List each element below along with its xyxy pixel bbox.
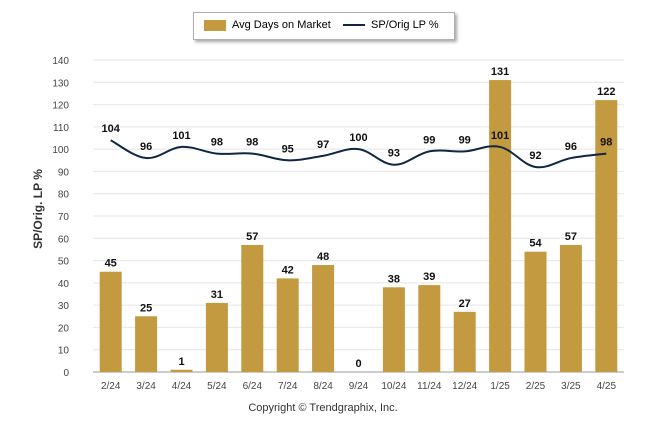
bar (489, 80, 512, 373)
line-data-label: 101 (491, 130, 509, 142)
line-data-label: 96 (140, 141, 152, 153)
x-tick-label: 3/25 (561, 381, 581, 392)
x-tick-label: 3/24 (136, 381, 156, 392)
line-data-label: 98 (600, 137, 612, 149)
bar-data-label: 122 (597, 86, 615, 98)
x-tick-label: 4/24 (172, 381, 192, 392)
bar-data-label: 42 (282, 264, 294, 276)
y-tick-label: 130 (52, 78, 69, 89)
bar (595, 100, 618, 372)
bar (276, 278, 299, 372)
line-data-label: 100 (349, 132, 367, 144)
line-data-label: 97 (317, 139, 329, 151)
line-data-label: 96 (565, 141, 577, 153)
line-data-label: 95 (282, 143, 294, 155)
x-tick-label: 6/24 (243, 381, 263, 392)
copyright: Copyright © Trendgraphix, Inc. (248, 402, 398, 414)
legend-item-line: SP/Orig LP % (343, 19, 439, 31)
y-tick-label: 50 (58, 257, 70, 268)
bar (241, 244, 264, 372)
bar-data-label: 131 (491, 66, 509, 78)
y-tick-label: 40 (58, 279, 70, 290)
x-tick-label: 4/25 (597, 381, 617, 392)
line-data-label: 93 (388, 148, 400, 160)
bar-data-label: 39 (423, 271, 435, 283)
legend-line-swatch (343, 24, 365, 26)
x-tick-label: 2/25 (526, 381, 546, 392)
bar-data-label: 1 (178, 356, 184, 368)
x-tick-label: 12/24 (452, 381, 477, 392)
y-tick-label: 90 (58, 167, 70, 178)
x-tick-label: 11/24 (417, 381, 442, 392)
bar-data-label: 0 (355, 358, 361, 370)
x-tick-label: 9/24 (349, 381, 369, 392)
x-tick-label: 8/24 (313, 381, 333, 392)
y-tick-label: 10 (58, 346, 70, 357)
bar (559, 244, 582, 372)
line-data-label: 104 (102, 123, 121, 135)
bar (382, 287, 405, 372)
line-data-label: 101 (172, 130, 190, 142)
legend-line-label: SP/Orig LP % (371, 19, 439, 31)
bar-data-label: 38 (388, 273, 400, 285)
line-series (110, 139, 607, 169)
line-data-label: 99 (459, 134, 471, 146)
bar-data-label: 27 (459, 298, 471, 310)
x-tick-label: 5/24 (207, 381, 227, 392)
bar (453, 311, 476, 372)
line-data-label: 98 (246, 137, 258, 149)
y-tick-label: 100 (52, 145, 69, 156)
bar-data-label: 31 (211, 289, 223, 301)
y-tick-label: 0 (63, 368, 69, 379)
x-tick-label: 7/24 (278, 381, 298, 392)
y-tick-label: 20 (58, 323, 70, 334)
bar (99, 271, 122, 372)
bar-data-label: 57 (565, 231, 577, 243)
y-tick-label: 140 (52, 56, 69, 67)
y-tick-label: 80 (58, 190, 70, 201)
bar (524, 251, 547, 372)
y-tick-label: 30 (58, 301, 70, 312)
y-tick-label: 110 (53, 123, 69, 134)
bar (170, 369, 193, 372)
x-tick-label: 2/24 (101, 381, 121, 392)
bar-data-label: 25 (140, 302, 152, 314)
bar (418, 285, 441, 372)
legend: Avg Days on Market SP/Orig LP % (193, 12, 455, 40)
legend-bar-label: Avg Days on Market (232, 19, 331, 31)
line-data-label: 98 (211, 137, 223, 149)
legend-item-bar: Avg Days on Market (204, 19, 331, 31)
bar-data-label: 54 (529, 238, 542, 250)
bar (312, 265, 335, 372)
y-tick-label: 120 (52, 101, 69, 112)
y-tick-label: 70 (58, 212, 70, 223)
bar-data-label: 48 (317, 251, 329, 263)
line-data-label: 99 (423, 134, 435, 146)
bar (135, 316, 158, 372)
bar-data-label: 45 (105, 258, 117, 270)
y-tick-label: 60 (58, 234, 70, 245)
x-tick-label: 1/25 (490, 381, 510, 392)
bar-data-label: 57 (246, 231, 258, 243)
bar (205, 302, 228, 372)
x-tick-label: 10/24 (381, 381, 406, 392)
line-data-label: 92 (529, 150, 541, 162)
legend-bar-swatch (204, 19, 226, 31)
y-axis-title: SP/Orig. LP % (31, 169, 45, 249)
